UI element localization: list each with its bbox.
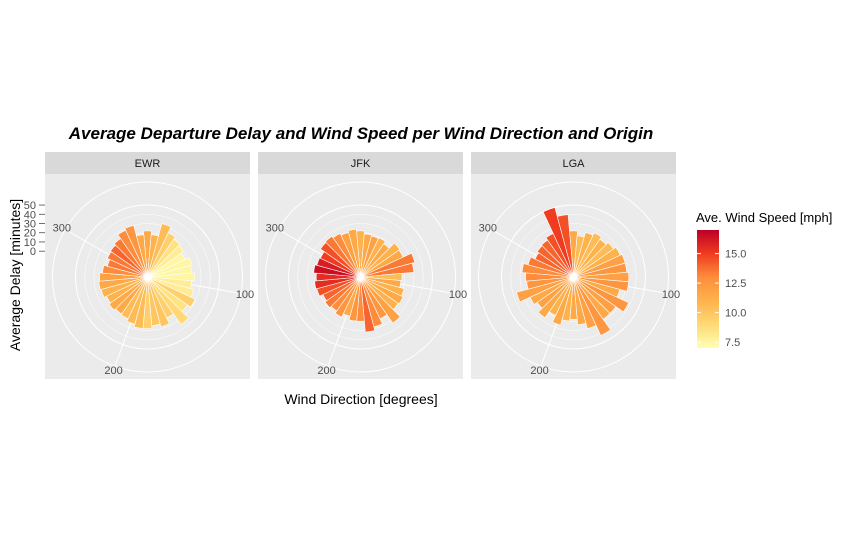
bar-jfk-70 — [360, 252, 416, 278]
outer-grid-circle — [265, 181, 456, 373]
bar-lga-30 — [573, 232, 602, 278]
legend-colorbar — [697, 230, 719, 348]
bar-jfk-330 — [332, 233, 361, 278]
bar-lga-340 — [542, 207, 574, 278]
facet-panel-lga: LGA 100 200 300 — [471, 152, 680, 379]
bar-ewr-140 — [147, 276, 190, 326]
bar-ewr-20 — [147, 223, 172, 278]
outer-grid-circle — [478, 181, 669, 373]
bar-lga-220 — [537, 276, 574, 319]
facet-strip — [45, 152, 250, 174]
circular-grid-line — [288, 204, 433, 350]
bar-jfk-30 — [360, 237, 386, 278]
bar-lga-150 — [573, 276, 611, 336]
bar-ewr-160 — [147, 276, 170, 328]
x-tick-label: 300 — [479, 223, 497, 235]
facet-strip-label: LGA — [562, 158, 585, 170]
legend-tick-label: 15.0 — [725, 249, 746, 261]
panel-plot-area — [478, 181, 669, 373]
outer-grid-circle — [52, 181, 243, 373]
bar-lga-350 — [556, 214, 574, 278]
circular-grid-line — [510, 214, 637, 340]
panel-plot-area — [265, 181, 456, 373]
circular-grid-line — [93, 223, 202, 331]
bar-jfk-50 — [360, 242, 401, 278]
x-tick-label: 200 — [530, 365, 548, 377]
bar-jfk-170 — [360, 276, 376, 333]
y-tick-label: 10 — [24, 237, 36, 249]
y-tick-label: 30 — [24, 219, 36, 231]
bar-lga-200 — [552, 276, 574, 326]
facet-strip-label: JFK — [351, 158, 371, 170]
facet-panel-ewr: EWR 100 200 300 — [45, 152, 254, 379]
facet-strip — [471, 152, 676, 174]
bar-ewr-270 — [99, 272, 148, 282]
facet-panel-jfk: JFK 100 200 300 — [258, 152, 467, 379]
x-tick-label: 200 — [317, 365, 335, 377]
bar-jfk-80 — [360, 262, 415, 278]
bar-ewr-340 — [124, 224, 148, 278]
legend-tick-label: 7.5 — [725, 337, 740, 349]
legend: Ave. Wind Speed [mph] 7.5 10.0 12.5 15.0 — [696, 210, 832, 349]
circular-grid-line — [84, 214, 211, 340]
bar-jfk-350 — [347, 228, 361, 278]
bar-ewr-200 — [126, 276, 148, 325]
legend-tick-label: 12.5 — [725, 278, 746, 290]
circular-grid-line — [501, 204, 646, 350]
bar-ewr-0 — [143, 230, 152, 278]
x-tick-label: 100 — [662, 289, 680, 301]
bar-lga-250 — [516, 276, 574, 303]
bar-lga-120 — [573, 276, 630, 313]
bar-ewr-70 — [147, 257, 193, 278]
facet-panels: EWR 100 200 300 JFK 100 200 300 LGA 100 200 300 — [45, 152, 680, 379]
legend-tick-label: 10.0 — [725, 308, 746, 320]
facet-strip-label: EWR — [135, 158, 161, 170]
bar-ewr-260 — [98, 276, 148, 291]
bar-ewr-230 — [108, 276, 148, 311]
x-tick-label: 300 — [53, 223, 71, 235]
bar-ewr-90 — [147, 272, 195, 282]
x-tick-label: 100 — [236, 289, 254, 301]
x-tick-label: 200 — [104, 365, 122, 377]
y-tick-label: 0 — [30, 246, 36, 258]
bar-ewr-30 — [147, 232, 176, 278]
bar-ewr-50 — [147, 245, 185, 278]
bar-ewr-350 — [136, 234, 148, 278]
panel-plot-area — [52, 181, 243, 373]
y-tick-label: 20 — [24, 228, 36, 240]
circular-grid-line — [306, 223, 415, 331]
x-tick-label: 100 — [449, 289, 467, 301]
bar-ewr-210 — [120, 276, 148, 320]
bar-jfk-320 — [324, 235, 361, 278]
bar-jfk-210 — [334, 276, 361, 318]
y-axis-title: Average Delay [minutes] — [7, 199, 23, 351]
bar-jfk-120 — [360, 276, 404, 305]
bar-lga-160 — [573, 276, 597, 330]
bar-jfk-230 — [324, 276, 361, 309]
bar-ewr-120 — [147, 276, 196, 308]
bar-jfk-140 — [360, 276, 401, 324]
facet-strip — [258, 152, 463, 174]
circular-grid-line — [75, 204, 220, 350]
y-tick-label: 50 — [24, 200, 36, 212]
y-tick-label: 40 — [24, 209, 36, 221]
x-tick-label: 300 — [266, 223, 284, 235]
legend-title: Ave. Wind Speed [mph] — [696, 210, 832, 225]
bar-ewr-40 — [147, 238, 181, 278]
chart-title: Average Departure Delay and Wind Speed p… — [68, 124, 653, 143]
bar-lga-170 — [573, 276, 587, 326]
bar-jfk-90 — [360, 273, 403, 281]
circular-grid-line — [297, 214, 424, 340]
bar-jfk-260 — [314, 276, 361, 290]
x-axis-title: Wind Direction [degrees] — [284, 391, 437, 407]
